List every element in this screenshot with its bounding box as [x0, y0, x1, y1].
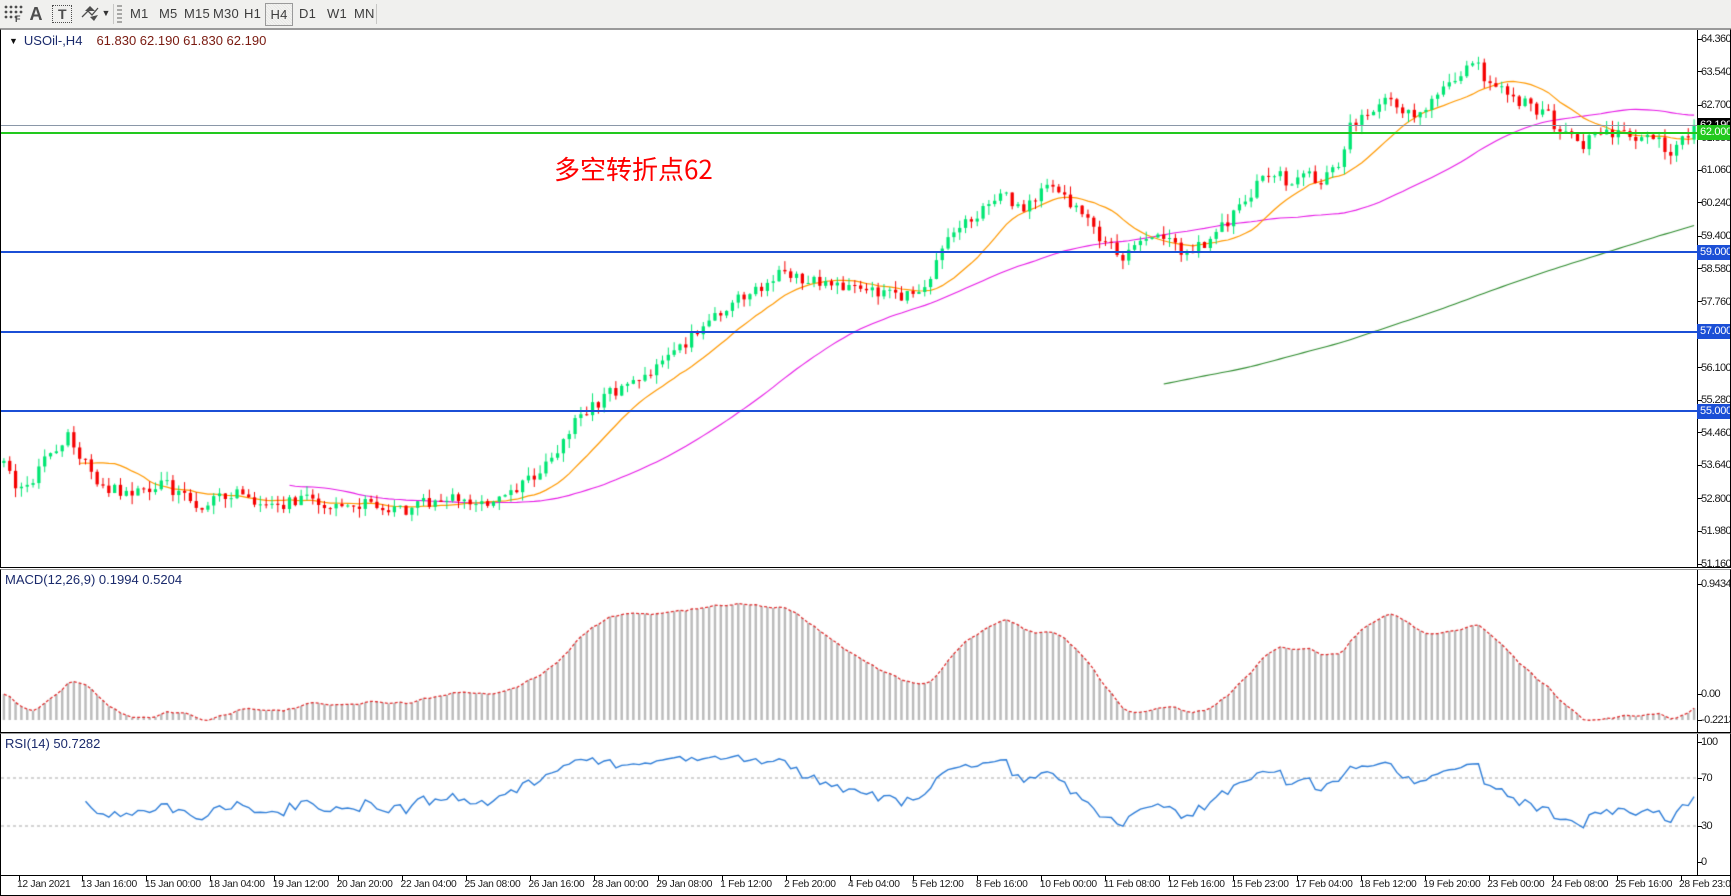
- svg-text:F: F: [15, 14, 21, 23]
